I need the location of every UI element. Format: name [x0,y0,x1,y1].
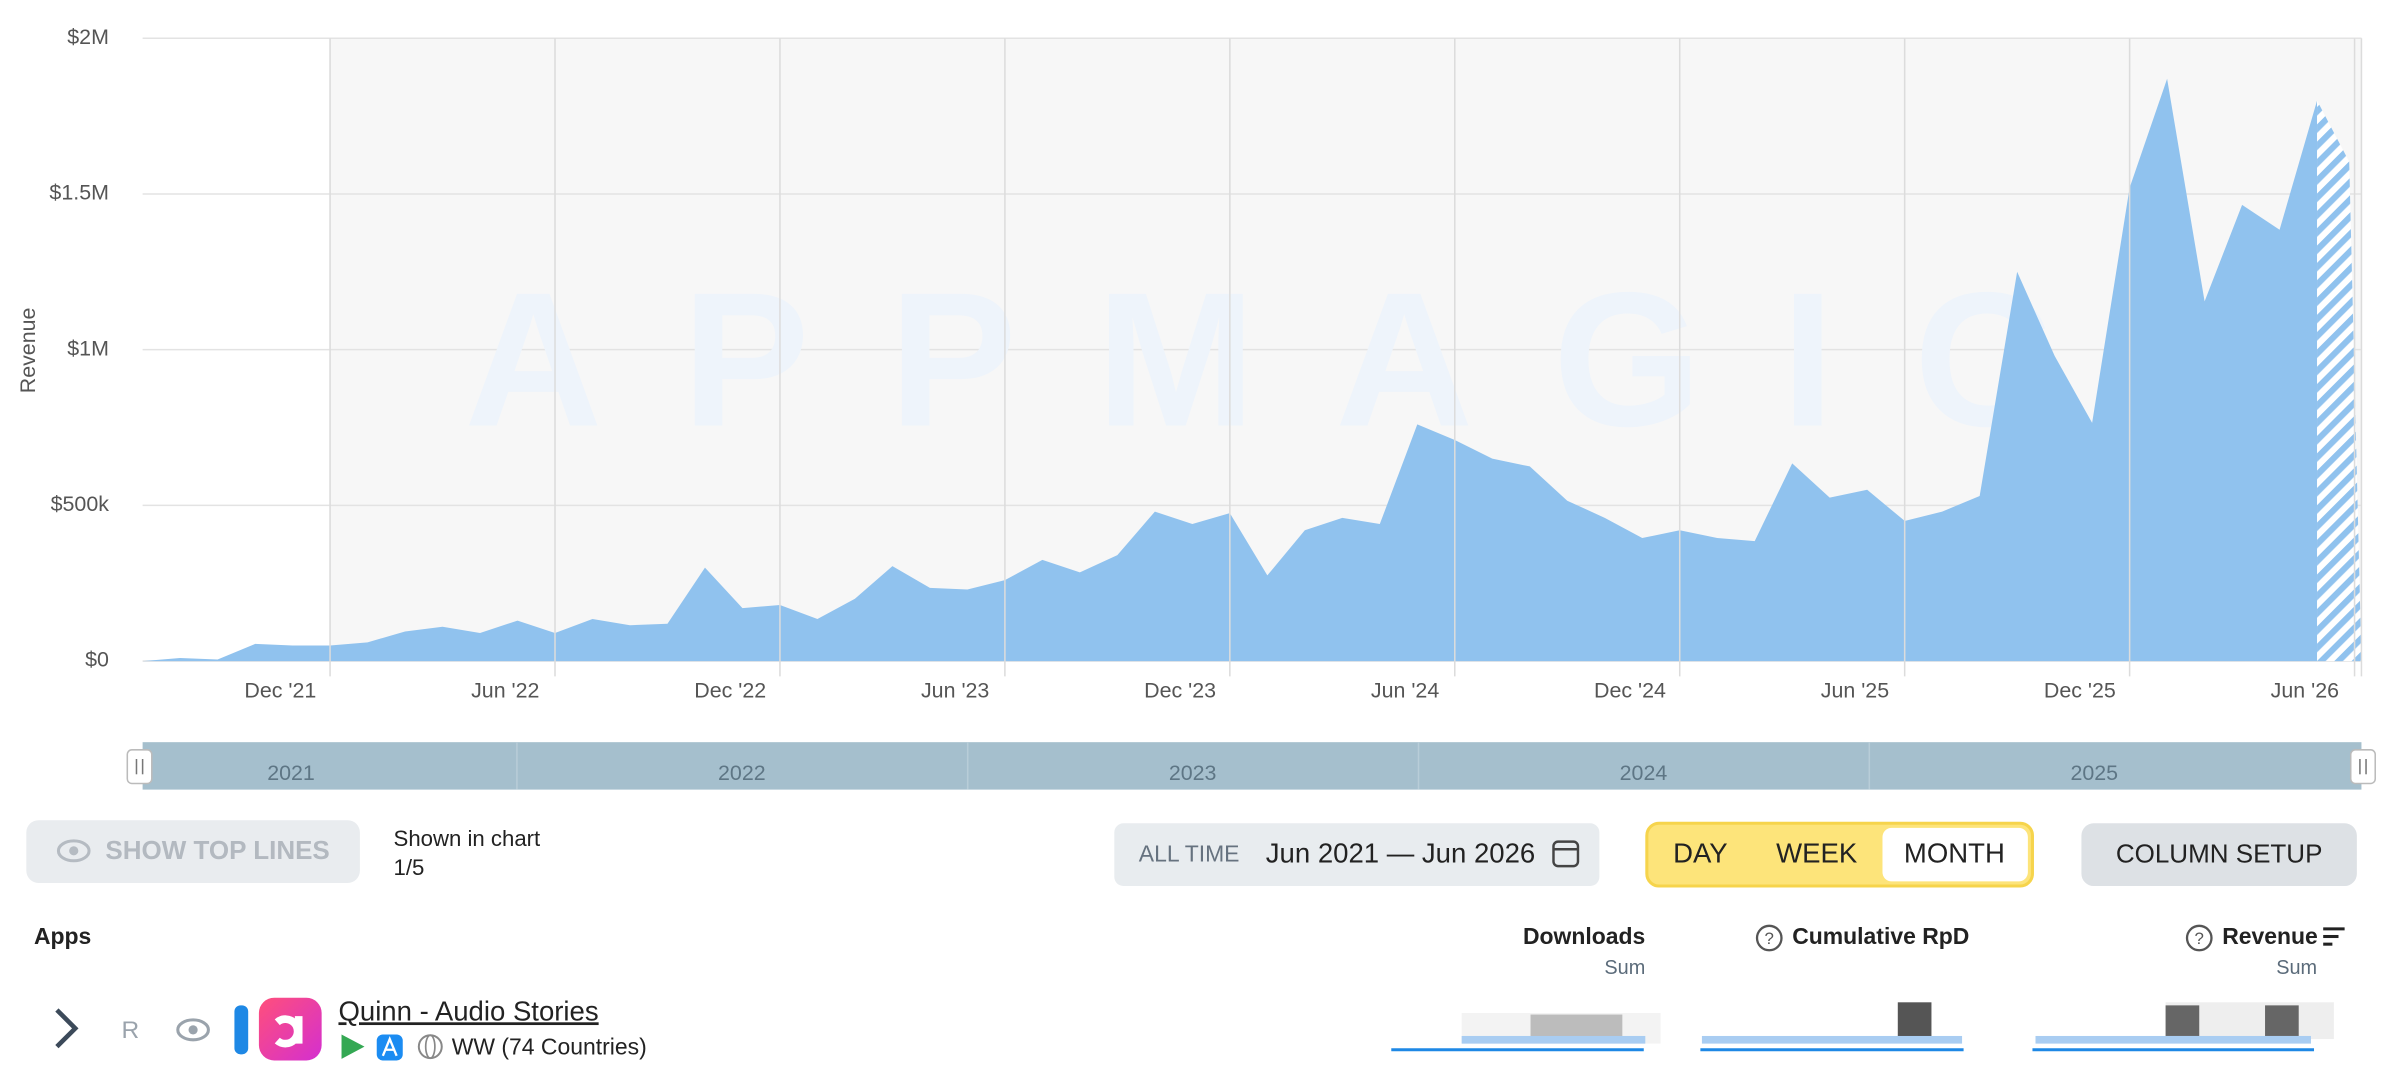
obscured-values [1391,1002,2334,1052]
header-rpd[interactable]: Cumulative RpD [1792,923,1969,949]
chart-area: $0 $500k $1M $1.5M $2M APPMAGIC Dec '21 Jun '22… [49,25,2363,702]
help-icon-glyph: ? [2195,929,2204,948]
app-store-glyph [381,1036,398,1057]
button-bg [2081,823,2357,887]
navigator-year: 2022 [718,761,766,785]
granularity-option[interactable]: MONTH [1904,838,2005,869]
google-play-icon [341,1034,365,1059]
globe-icon [424,1034,436,1060]
granularity-option[interactable]: DAY [1673,838,1728,869]
x-tick-label: Jun '22 [471,678,539,702]
y-tick-label: $1M [67,336,109,360]
column-setup-button[interactable]: COLUMN SETUP [2081,823,2357,887]
header-revenue[interactable]: Revenue [2222,923,2318,949]
eye-icon [56,839,91,863]
y-tick-label: $500k [51,492,110,516]
y-tick-label: $0 [85,648,109,672]
navigator-year: 2024 [1620,761,1668,785]
app-name[interactable]: Quinn - Audio Stories [338,995,598,1026]
x-tick-label: Jun '25 [1821,678,1889,702]
range-navigator[interactable]: 2021 2022 2023 2024 2025 [126,742,2376,790]
app-icon-glyph [274,1015,303,1048]
x-tick-label: Jun '24 [1371,678,1439,702]
y-axis-title: Revenue [16,308,40,394]
granularity-option[interactable]: WEEK [1776,838,1858,869]
range-preset: ALL TIME [1139,840,1240,866]
button-label: SHOW TOP LINES [105,835,329,865]
series-color-chip [234,1005,249,1055]
y-tick-label: $2M [67,25,109,49]
help-icon[interactable] [1755,924,1783,952]
x-tick-label: Dec '24 [1594,678,1666,702]
x-tick-label: Dec '23 [1144,678,1216,702]
calendar-icon [1552,840,1580,868]
header-downloads[interactable]: Downloads [1523,923,1645,949]
navigator-year: 2021 [267,761,315,785]
help-icon[interactable] [2185,924,2213,952]
navigator-track [142,742,2362,790]
app-icon[interactable] [258,997,322,1061]
revenue-area [142,78,2318,662]
incomplete-period [2317,100,2362,662]
watermark: APPMAGIC [464,252,2131,466]
x-tick-label: Jun '26 [2271,678,2339,702]
sort-icon[interactable] [2323,927,2345,946]
rank-mark[interactable]: R [122,1017,140,1044]
app-region: WW (74 Countries) [452,1033,647,1059]
show-top-lines-button[interactable]: SHOW TOP LINES [26,820,360,883]
header-apps: Apps [34,923,91,949]
help-icon-glyph: ? [1765,929,1774,948]
button-label: COLUMN SETUP [2116,838,2323,868]
header-sub: Sum [2276,957,2317,979]
shown-in-chart-label: Shown in chart [394,826,541,851]
header-sub: Sum [1604,957,1645,979]
granularity-switch: DAY WEEK MONTH [1645,821,2034,888]
globe-icon [417,1034,443,1060]
expand-chevron[interactable] [55,1008,79,1049]
date-range-picker[interactable]: ALL TIME Jun 2021 — Jun 2026 [1114,823,1600,887]
navigator-handle-right[interactable] [2349,749,2376,785]
picker-bg [1114,823,1600,887]
button-bg [26,820,360,883]
shown-count: 1/5 [394,855,425,880]
navigator-handle-left[interactable] [126,749,153,785]
x-tick-label: Dec '21 [244,678,316,702]
switch-active-bg [1882,827,2028,882]
x-tick-label: Dec '22 [694,678,766,702]
eye-icon [69,846,79,856]
visibility-toggle[interactable] [176,1018,210,1042]
navigator-year: 2023 [1169,761,1217,785]
y-tick-label: $1.5M [49,181,109,205]
x-tick-label: Dec '25 [2044,678,2116,702]
visibility-toggle-dot [188,1025,198,1035]
x-tick-label: Jun '23 [921,678,989,702]
navigator-year: 2025 [2070,761,2118,785]
range-text: Jun 2021 — Jun 2026 [1266,838,1535,869]
